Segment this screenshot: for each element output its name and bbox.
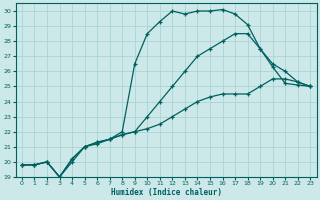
X-axis label: Humidex (Indice chaleur): Humidex (Indice chaleur) <box>111 188 221 197</box>
